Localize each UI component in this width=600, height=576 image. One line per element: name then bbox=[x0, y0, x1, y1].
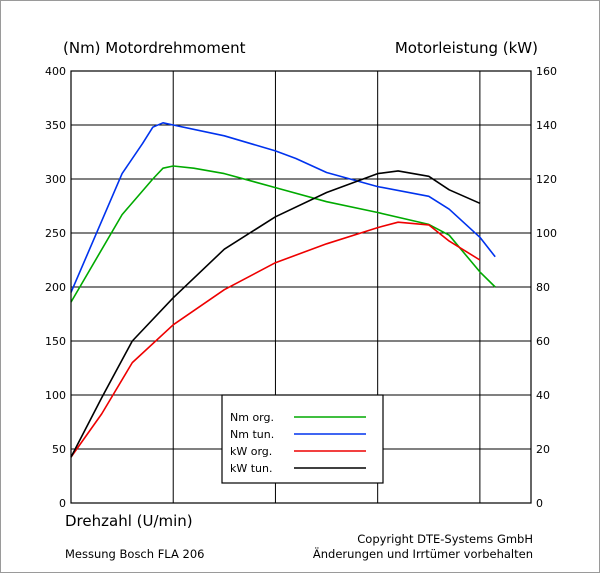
x-axis-title: Drehzahl (U/min) bbox=[65, 512, 193, 530]
right-tick-label: 140 bbox=[536, 119, 557, 132]
legend-label: kW org. bbox=[230, 445, 272, 458]
footer-measurement: Messung Bosch FLA 206 bbox=[65, 547, 204, 561]
legend: Nm org. Nm tun. kW org. kW tun. bbox=[221, 394, 384, 484]
right-tick-label: 120 bbox=[536, 173, 557, 186]
right-tick-label: 60 bbox=[536, 335, 550, 348]
footer-copyright: Copyright DTE-Systems GmbH bbox=[357, 532, 533, 546]
left-tick-label: 350 bbox=[45, 119, 66, 132]
left-tick-label: 400 bbox=[45, 65, 66, 78]
left-tick-label: 200 bbox=[45, 281, 66, 294]
footer-disclaimer: Änderungen und Irrtümer vorbehalten bbox=[313, 546, 533, 561]
left-tick-label: 100 bbox=[45, 389, 66, 402]
left-tick-label: 250 bbox=[45, 227, 66, 240]
left-tick-label: 50 bbox=[52, 443, 66, 456]
legend-label: kW tun. bbox=[230, 462, 273, 475]
legend-label: Nm org. bbox=[230, 411, 274, 424]
legend-label: Nm tun. bbox=[230, 428, 274, 441]
series-lines bbox=[70, 122, 496, 458]
right-tick-label: 20 bbox=[536, 443, 550, 456]
right-axis-ticks: 0 20 40 60 80 100 120 140 160 bbox=[536, 65, 557, 510]
plot-border bbox=[70, 70, 532, 504]
left-axis-ticks: 0 50 100 150 200 250 300 350 400 bbox=[45, 65, 66, 510]
series-line-nm-org bbox=[70, 165, 496, 303]
left-tick-label: 300 bbox=[45, 173, 66, 186]
right-tick-label: 40 bbox=[536, 389, 550, 402]
series-line-kw-org bbox=[70, 221, 481, 458]
right-tick-label: 0 bbox=[536, 497, 543, 510]
right-axis-title: Motorleistung (kW) bbox=[395, 39, 538, 57]
series-line-nm-tun bbox=[70, 122, 496, 293]
left-axis-title: (Nm) Motordrehmoment bbox=[63, 39, 246, 57]
left-tick-label: 150 bbox=[45, 335, 66, 348]
series-line-kw-tun bbox=[70, 170, 481, 458]
right-tick-label: 100 bbox=[536, 227, 557, 240]
right-tick-label: 160 bbox=[536, 65, 557, 78]
left-tick-label: 0 bbox=[59, 497, 66, 510]
right-tick-label: 80 bbox=[536, 281, 550, 294]
